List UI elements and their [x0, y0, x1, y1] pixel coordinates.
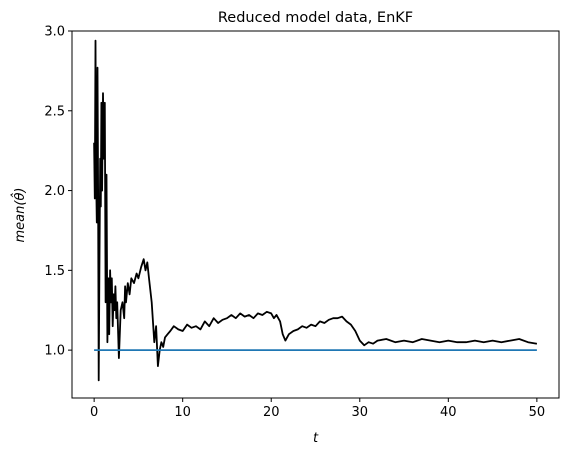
x-tick-label: 10: [174, 405, 191, 420]
plot-area: [93, 39, 538, 382]
x-tick-label: 20: [263, 405, 280, 420]
series-line-mean-theta: [93, 39, 538, 382]
x-tick-label: 0: [90, 405, 98, 420]
y-tick-label: 1.5: [44, 264, 65, 279]
y-tick-label: 2.5: [44, 104, 65, 119]
x-tick-label: 30: [351, 405, 368, 420]
y-axis-label: mean(θ̂): [11, 188, 28, 243]
y-tick-label: 3.0: [44, 25, 65, 40]
x-axis-label: t: [313, 431, 319, 446]
x-tick-label: 40: [440, 405, 457, 420]
y-tick-label: 2.0: [44, 184, 65, 199]
axes-frame: [71, 30, 560, 399]
chart-title: Reduced model data, EnKF: [218, 10, 413, 26]
x-tick-label: 50: [529, 405, 546, 420]
y-tick-label: 1.0: [44, 344, 65, 359]
axes: 0 10 20 30 40 50 1.0 1.5 2.0 2.5 3.0: [44, 25, 560, 420]
